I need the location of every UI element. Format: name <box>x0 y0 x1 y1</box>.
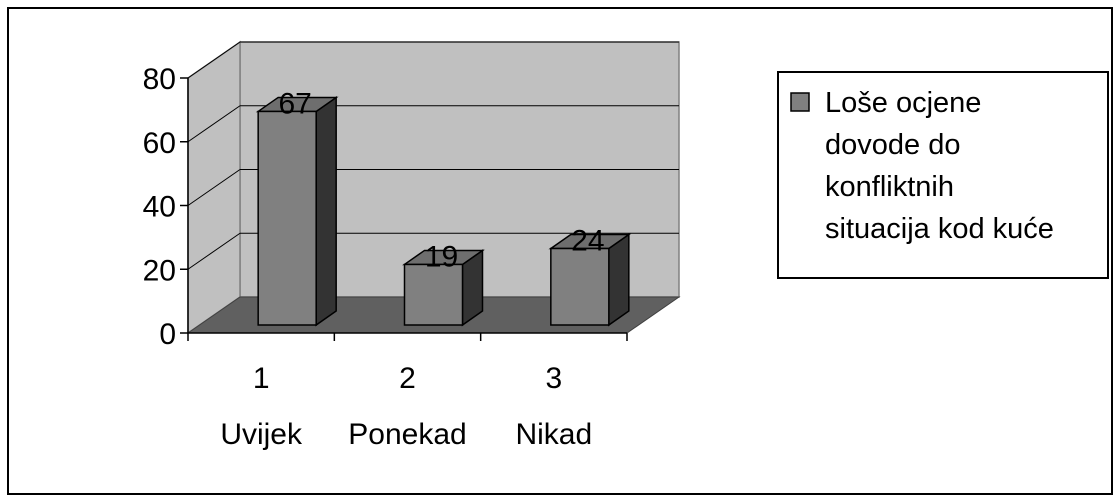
gridline-side <box>187 169 241 206</box>
data-label: 67 <box>278 87 311 120</box>
y-tick-label: 0 <box>159 318 176 351</box>
bar <box>403 263 464 326</box>
bar <box>550 247 610 326</box>
x-tick-label: 2 <box>399 362 416 395</box>
x-category-sublabel: Ponekad <box>348 418 466 451</box>
y-tick-label: 20 <box>143 254 176 287</box>
y-tick-label: 80 <box>143 63 176 96</box>
legend-line-2: dovode do <box>825 129 960 161</box>
gridline-side <box>187 105 241 143</box>
legend-line-1: Loše ocjene <box>825 87 981 119</box>
legend-line-3: konfliktnih <box>825 171 954 203</box>
legend-box <box>777 71 1109 279</box>
bar <box>257 110 317 326</box>
gridline-side <box>187 232 241 270</box>
legend: Loše ocjene dovode do konfliktnih situac… <box>777 71 1109 279</box>
data-label: 24 <box>571 225 604 258</box>
y-tick-label: 60 <box>143 127 176 160</box>
x-category-sublabel: Nikad <box>515 418 592 451</box>
x-category-sublabel: Uvijek <box>220 418 303 451</box>
legend-swatch <box>790 92 810 112</box>
bar-side <box>608 233 630 327</box>
x-tick-label: 1 <box>253 362 270 395</box>
y-tick-label: 40 <box>143 191 176 224</box>
data-label: 19 <box>425 240 458 273</box>
legend-line-4: situacija kod kuće <box>825 213 1054 245</box>
gridline-side <box>187 41 241 79</box>
bar-side <box>315 95 337 327</box>
x-tick-label: 3 <box>545 362 562 395</box>
